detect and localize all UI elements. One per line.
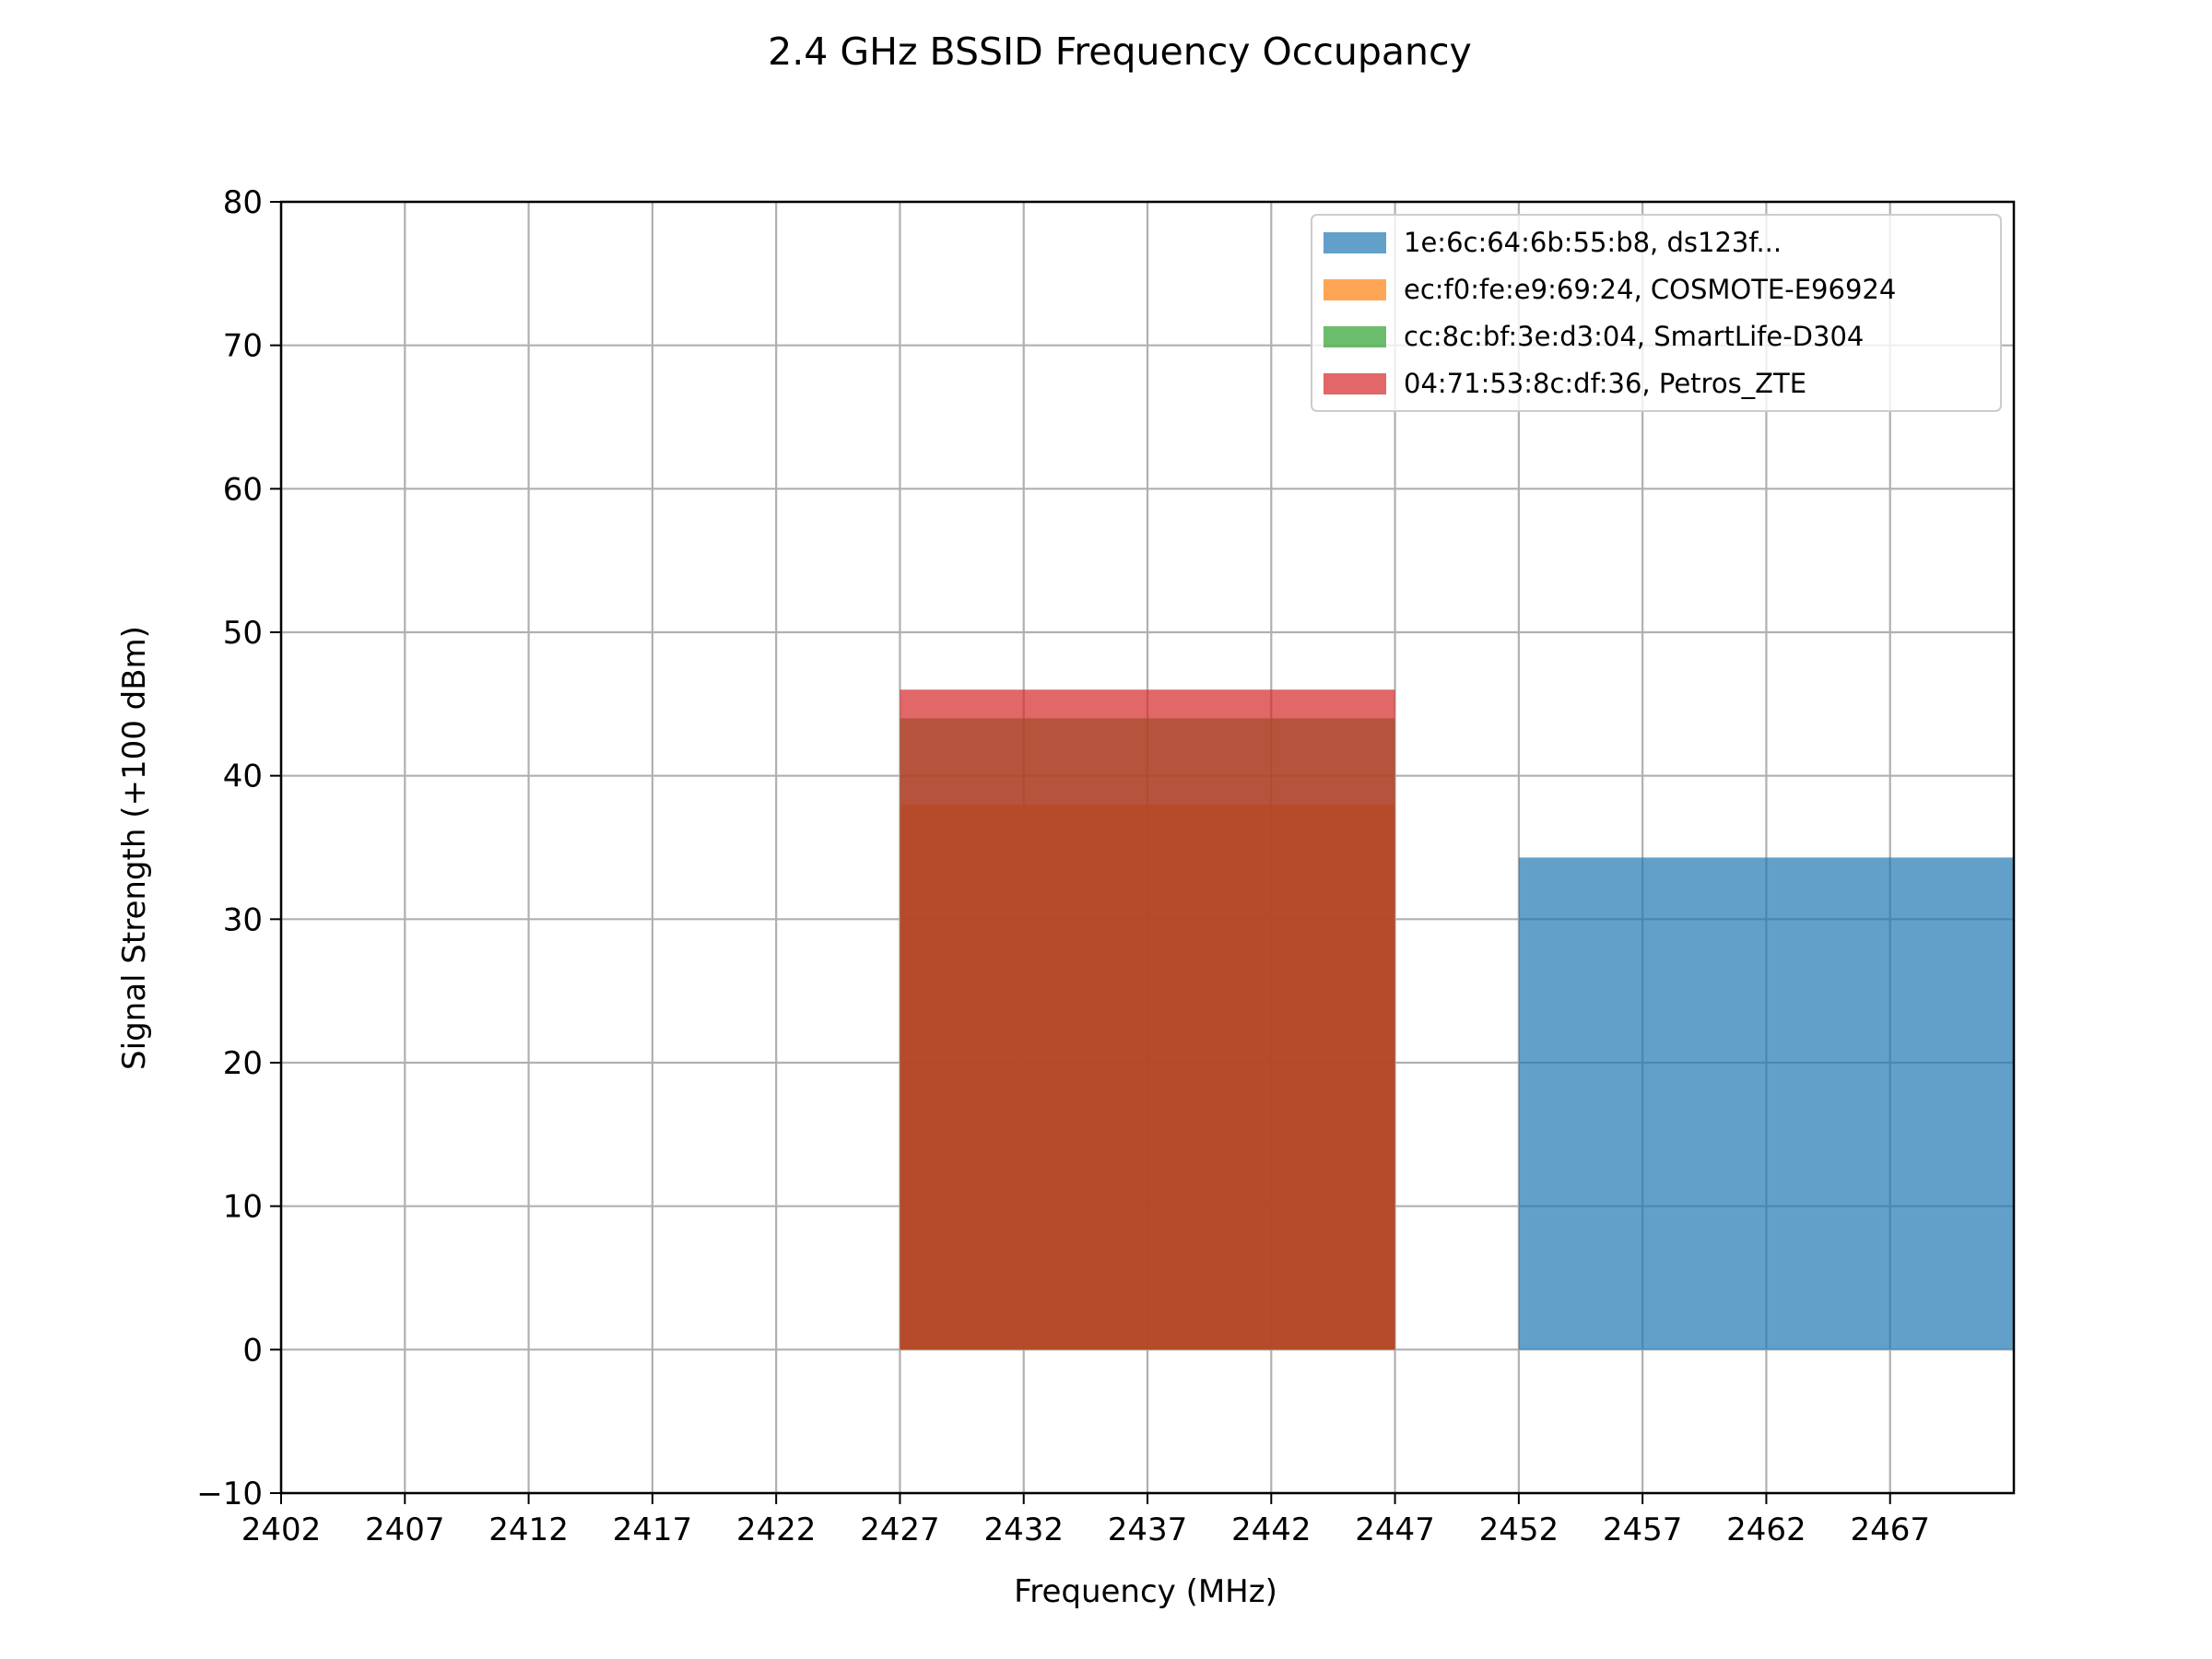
x-tick-label: 2457 bbox=[1603, 1512, 1683, 1548]
x-tick-label: 2442 bbox=[1231, 1512, 1312, 1548]
y-tick-label: 0 bbox=[242, 1332, 263, 1369]
legend-swatch-2 bbox=[1324, 326, 1386, 347]
y-tick-label: 40 bbox=[223, 759, 263, 795]
x-tick-label: 2467 bbox=[1850, 1512, 1930, 1548]
x-tick-label: 2437 bbox=[1108, 1512, 1188, 1548]
y-tick-label: −10 bbox=[196, 1476, 263, 1512]
legend-label-3: 04:71:53:8c:df:36, Petros_ZTE bbox=[1404, 368, 1806, 399]
legend-swatch-3 bbox=[1324, 373, 1386, 394]
x-tick-label: 2417 bbox=[613, 1512, 693, 1548]
y-axis-label: Signal Strength (+100 dBm) bbox=[116, 626, 153, 1070]
legend-swatch-0 bbox=[1324, 232, 1386, 253]
x-tick-label: 2422 bbox=[736, 1512, 817, 1548]
chart-title: 2.4 GHz BSSID Frequency Occupancy bbox=[768, 29, 1472, 74]
x-axis-label: Frequency (MHz) bbox=[1014, 1573, 1277, 1610]
y-tick-label: 80 bbox=[223, 184, 263, 221]
x-tick-label: 2407 bbox=[365, 1512, 445, 1548]
x-tick-label: 2402 bbox=[241, 1512, 322, 1548]
y-tick-label: 10 bbox=[223, 1189, 263, 1226]
x-tick-label: 2427 bbox=[860, 1512, 940, 1548]
x-tick-label: 2447 bbox=[1355, 1512, 1435, 1548]
y-tick-label: 60 bbox=[223, 471, 263, 508]
legend-label-1: ec:f0:fe:e9:69:24, COSMOTE-E96924 bbox=[1404, 274, 1896, 305]
legend-box bbox=[1311, 214, 2002, 412]
y-tick-label: 50 bbox=[223, 615, 263, 652]
ticks-layer: 2402 2407 2412 2417 2422 2427 2432 2437 2442 2447… bbox=[196, 184, 1930, 1548]
x-tick-label: 2432 bbox=[983, 1512, 1064, 1548]
legend: 1e:6c:64:6b:55:b8, ds123f... ec:f0:fe:e9:… bbox=[1311, 214, 2002, 412]
x-tick-label: 2412 bbox=[488, 1512, 569, 1548]
legend-swatch-1 bbox=[1324, 279, 1386, 300]
bars-layer bbox=[900, 689, 2014, 1350]
x-tick-label: 2462 bbox=[1726, 1512, 1806, 1548]
y-tick-label: 20 bbox=[223, 1045, 263, 1082]
y-tick-label: 70 bbox=[223, 328, 263, 365]
legend-label-2: cc:8c:bf:3e:d3:04, SmartLife-D304 bbox=[1404, 321, 1864, 352]
series-bar-3 bbox=[900, 689, 1395, 1350]
y-tick-label: 30 bbox=[223, 901, 263, 938]
x-tick-label: 2452 bbox=[1479, 1512, 1559, 1548]
legend-label-0: 1e:6c:64:6b:55:b8, ds123f... bbox=[1404, 227, 1782, 258]
series-bar-0 bbox=[1518, 857, 2014, 1350]
